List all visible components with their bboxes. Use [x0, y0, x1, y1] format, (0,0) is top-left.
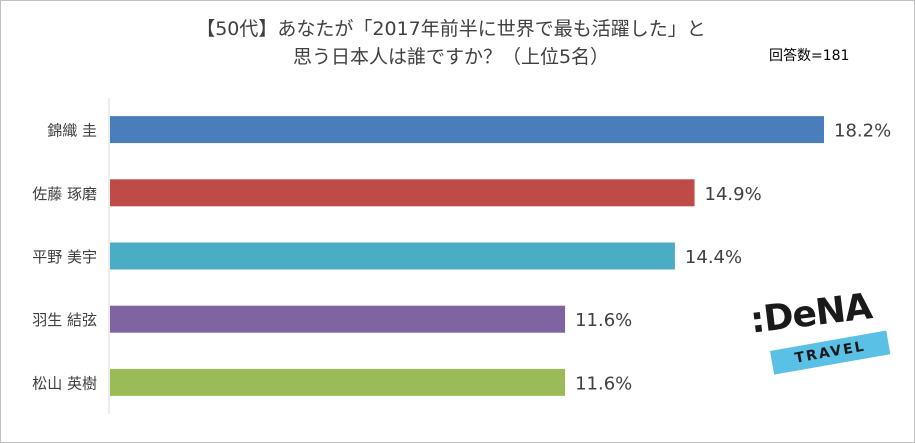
chart-title-line-1: 【50代】あなたが「2017年前半に世界で最も活躍した」と — [196, 18, 706, 40]
bar — [110, 116, 824, 144]
data-label: 14.9% — [705, 184, 762, 205]
chart-title: 【50代】あなたが「2017年前半に世界で最も活躍した」と 思う日本人は誰ですか… — [101, 15, 801, 71]
sample-size-note: 回答数=181 — [769, 48, 850, 64]
dena-travel-logo: :DeNA TRAVEL — [746, 286, 896, 391]
bar — [110, 242, 675, 270]
category-label: 佐藤 琢磨 — [32, 185, 97, 203]
category-label: 羽生 結弦 — [32, 311, 97, 329]
bar — [110, 368, 566, 396]
bar — [110, 179, 695, 207]
data-label: 14.4% — [685, 247, 742, 268]
data-label: 11.6% — [575, 373, 632, 394]
data-label: 18.2% — [834, 121, 891, 142]
chart-title-line-2: 思う日本人は誰ですか？（上位5名） — [292, 46, 610, 68]
category-label: 平野 美宇 — [32, 248, 97, 266]
data-label: 11.6% — [575, 310, 632, 331]
bar — [110, 305, 566, 333]
category-label: 錦織 圭 — [47, 122, 97, 140]
category-label: 松山 英樹 — [32, 374, 97, 392]
